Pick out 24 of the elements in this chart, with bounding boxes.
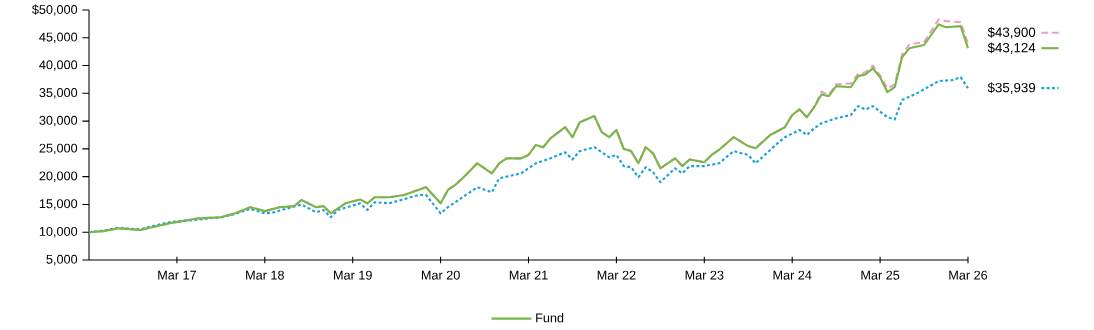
x-tick-label: Mar 24 xyxy=(773,270,812,280)
y-tick-label: 15,000 xyxy=(39,199,78,210)
x-tick-label: Mar 25 xyxy=(861,270,900,280)
data-label: $43,124 xyxy=(987,42,1036,55)
x-tick-label: Mar 21 xyxy=(509,270,548,280)
y-tick-label: $50,000 xyxy=(32,4,78,16)
y-tick-label: 45,000 xyxy=(39,32,78,44)
x-tick-label: Mar 23 xyxy=(685,270,724,280)
y-tick-label: 10,000 xyxy=(39,227,78,238)
y-tick-label: 5,000 xyxy=(46,254,78,266)
x-tick-label: Mar 17 xyxy=(158,270,196,280)
y-tick-label: 40,000 xyxy=(39,60,78,71)
legend-label: Fund xyxy=(536,313,564,323)
x-tick-label: Mar 18 xyxy=(246,270,284,280)
x-tick-label: Mar 26 xyxy=(949,270,988,280)
y-tick-label: 25,000 xyxy=(39,143,78,155)
data-label: $43,900 xyxy=(987,27,1036,39)
x-tick-label: Mar 20 xyxy=(421,270,460,280)
y-tick-label: 30,000 xyxy=(39,116,78,127)
x-tick-label: Mar 19 xyxy=(334,270,372,280)
data-label: $35,939 xyxy=(987,82,1036,95)
x-tick-label: Mar 22 xyxy=(597,270,636,280)
y-tick-label: 20,000 xyxy=(39,171,78,183)
y-tick-label: 35,000 xyxy=(39,88,78,99)
